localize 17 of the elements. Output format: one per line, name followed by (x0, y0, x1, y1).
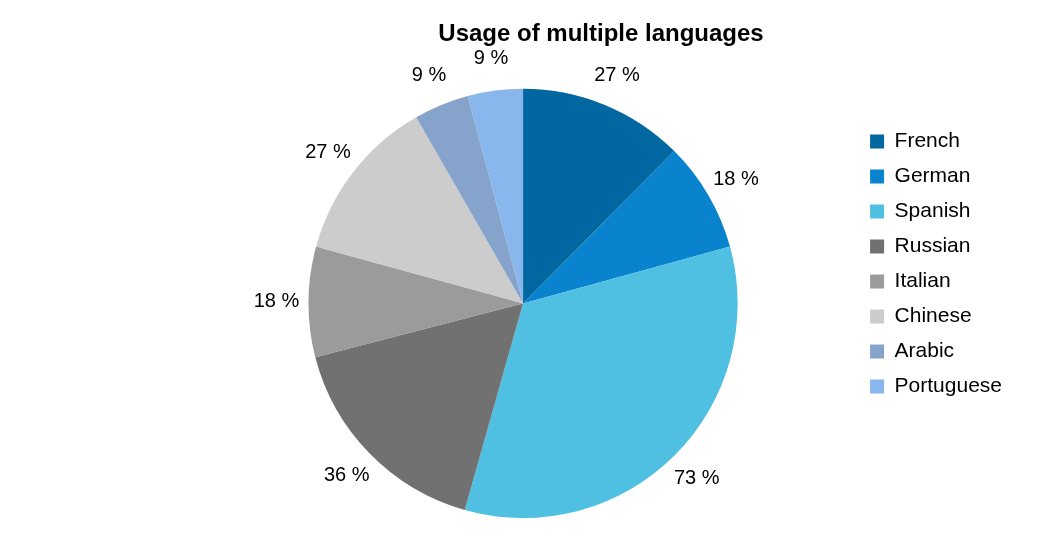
data-label: 27 % (594, 62, 641, 85)
data-label: 36 % (323, 463, 370, 486)
data-label: 27 % (305, 139, 352, 162)
legend-label: German (894, 163, 971, 187)
legend-label: Portuguese (894, 373, 1003, 397)
legend-label: Russian (894, 233, 971, 257)
legend-label: Italian (894, 268, 951, 292)
legend-label: Arabic (894, 338, 955, 362)
data-label: 9 % (411, 62, 447, 85)
legend-label: French (894, 128, 960, 152)
data-label: 18 % (713, 166, 760, 189)
data-label: 18 % (253, 289, 300, 312)
legend-label: Spanish (894, 198, 971, 222)
legend-label: Chinese (894, 303, 972, 327)
data-label: 9 % (473, 46, 509, 69)
chart-title: Usage of multiple languages (438, 19, 764, 47)
data-label: 73 % (673, 465, 720, 488)
